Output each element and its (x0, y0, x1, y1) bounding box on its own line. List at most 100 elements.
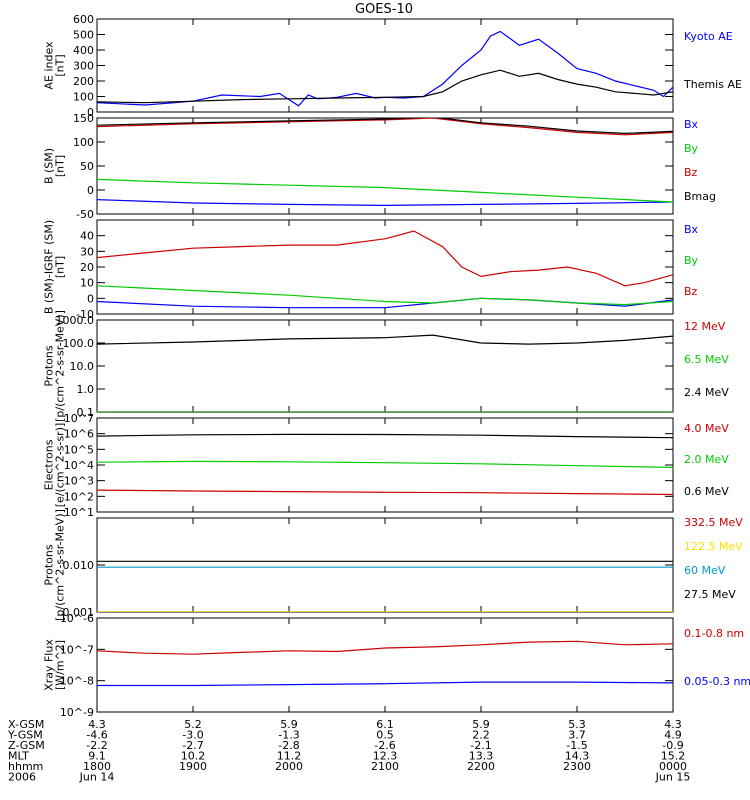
panel-frame (96, 18, 674, 113)
y-axis-label: Xray Flux[W/m^2] (43, 639, 67, 691)
y-tick-label: 30 (80, 245, 94, 258)
orbit-value: -1.5 (566, 739, 587, 752)
y-tick-label: 300 (73, 60, 94, 73)
orbit-value: -4.6 (86, 729, 107, 742)
y-tick-label: 10^-8 (60, 675, 94, 688)
orbit-value: 1900 (179, 760, 207, 773)
series-line-black (97, 433, 673, 439)
y-axis-label-line: Xray Flux (43, 639, 56, 691)
y-axis-label-line: [e/(cm^2-s-sr)] (54, 423, 67, 508)
y-axis-label: B (SM)-IGRF (SM)[nT] (43, 220, 67, 314)
orbit-row-label: 2006 (8, 771, 36, 784)
y-axis-label: AE index[nT] (43, 41, 67, 90)
y-tick-label: 400 (73, 44, 94, 57)
legend-entry: 4.0 MeV (684, 422, 729, 435)
y-axis-label-line: B (SM)-IGRF (SM) (43, 220, 56, 314)
series-group (97, 118, 673, 207)
panel-2: -50 0 50 100 150 B (SM)[nT] Bx By Bz Bmag (43, 112, 717, 221)
y-tick-label: 50 (80, 160, 94, 173)
series-line-green (97, 178, 673, 203)
y-tick-label: 10^-7 (60, 643, 94, 656)
orbit-row-label: X-GSM (8, 718, 44, 731)
y-tick-label: 10^4 (64, 459, 94, 472)
legend-entry: 12 MeV (684, 320, 726, 333)
legend-entry: Bmag (684, 190, 716, 203)
orbit-value: 5.2 (184, 718, 202, 731)
y-tick-label: 10 (80, 277, 94, 290)
orbit-value: 13.3 (469, 750, 494, 763)
orbit-value: Jun 15 (655, 771, 691, 784)
y-tick-label: 20 (80, 261, 94, 274)
y-tick-label: 100 (73, 91, 94, 104)
legend-entry: 6.5 MeV (684, 353, 729, 366)
y-tick-label: 0.001 (63, 606, 95, 619)
series-line-red (97, 640, 673, 655)
y-axis-label-line: [p/(cm^2-s-sr-MeV)] (54, 310, 67, 422)
series-line-black (97, 69, 673, 104)
orbit-value: 2100 (371, 760, 399, 773)
orbit-value: 4.9 (664, 729, 682, 742)
y-tick-label: 10^5 (64, 443, 94, 456)
y-tick-label: 1000.0 (56, 314, 95, 327)
y-tick-label: 10^-6 (60, 612, 94, 625)
orbit-value: -2.8 (278, 739, 299, 752)
y-tick-label: 10^1 (64, 506, 94, 519)
orbit-value: 4.3 (664, 718, 682, 731)
orbit-value: -3.0 (182, 729, 203, 742)
orbit-value: 0.5 (376, 729, 394, 742)
y-tick-label: 0 (87, 184, 94, 197)
series-line-black (97, 118, 673, 135)
legend-entry: By (684, 142, 699, 155)
orbit-value: -2.6 (374, 739, 395, 752)
series-group (97, 433, 673, 496)
orbit-value: 2200 (467, 760, 495, 773)
orbit-row-label: Y-GSM (7, 729, 43, 742)
legend-entry: 2.4 MeV (684, 386, 729, 399)
orbit-value: 5.9 (280, 718, 298, 731)
panel-5: 10^110^210^310^410^510^610^7Electrons[e/… (43, 412, 730, 519)
y-tick-label: 0 (87, 292, 94, 305)
y-tick-label: 10^-9 (60, 706, 94, 719)
orbit-value: 5.9 (472, 718, 490, 731)
panel-frame (96, 617, 674, 713)
y-axis-label-line: Protons (43, 544, 56, 585)
series-group (97, 30, 673, 107)
y-tick-label: 0.010 (63, 559, 95, 572)
series-line-blue (97, 199, 673, 207)
panel-frame (96, 517, 674, 613)
orbit-row-label: MLT (8, 750, 29, 763)
orbit-value: 6.1 (376, 718, 394, 731)
panel-1: 0 100 200 300 400 500 600 AE index[nT] Kyoto AE T… (43, 13, 742, 119)
legend-entry: 60 MeV (684, 564, 726, 577)
y-axis-label-line: AE index (43, 41, 56, 90)
series-line-blue (97, 681, 673, 687)
panel-frame (96, 219, 674, 315)
orbit-value: 11.2 (277, 750, 302, 763)
y-axis-label: Electrons[e/(cm^2-s-sr)] (43, 423, 67, 508)
legend-entry: 122.5 MeV (684, 540, 743, 553)
y-axis-label-line: [p/(cm^2-s-sr-MeV)] (54, 509, 67, 621)
orbit-value: 0000 (659, 760, 687, 773)
orbit-value: 1800 (83, 760, 111, 773)
legend-entry: Bx (684, 223, 699, 236)
orbit-value: 15.2 (661, 750, 686, 763)
orbit-value: 4.3 (88, 718, 106, 731)
orbit-value: 9.1 (88, 750, 106, 763)
series-line-black (97, 334, 673, 345)
series-group (97, 640, 673, 687)
orbit-value: 2.2 (472, 729, 490, 742)
series-line-red (97, 489, 673, 496)
orbit-value: -1.3 (278, 729, 299, 742)
y-tick-label: 100.0 (63, 337, 95, 350)
panel-7: 10^-9 10^-8 10^-7 10^-6 Xray Flux[W/m^2] 0.1-… (43, 612, 750, 719)
y-tick-label: 0.1 (77, 406, 95, 419)
y-tick-label: 10^3 (64, 475, 94, 488)
y-axis-label-line: [nT] (54, 256, 67, 278)
legend-entry: 0.6 MeV (684, 485, 729, 498)
series-group (97, 334, 673, 412)
orbit-row-label: Z-GSM (8, 739, 45, 752)
y-tick-label: 10^2 (64, 490, 94, 503)
y-axis-label: B (SM)[nT] (43, 148, 67, 184)
y-tick-label: -50 (76, 208, 94, 221)
